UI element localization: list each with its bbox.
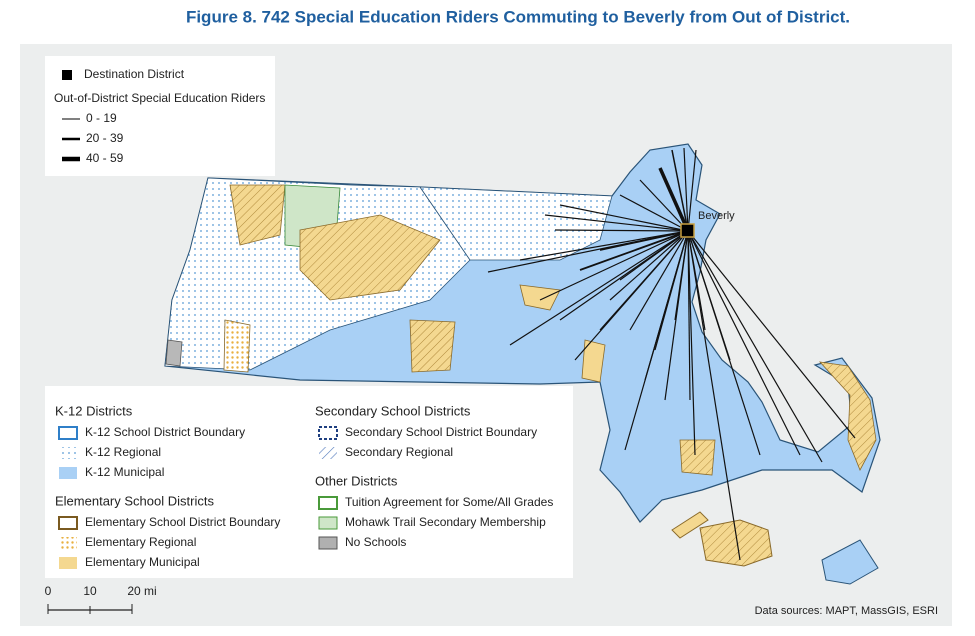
- destination-label: Beverly: [698, 210, 735, 222]
- legend-group-title: K-12 Districts: [55, 403, 133, 418]
- legend-classes: 0 - 19 20 - 39 40 - 59: [62, 111, 124, 165]
- flow-line: [674, 230, 689, 321]
- legend-item-label: Secondary School District Boundary: [345, 425, 537, 439]
- legend-riders-title: Out-of-District Special Education Riders: [54, 91, 265, 105]
- flow-line: [509, 230, 689, 346]
- flow-line: [671, 149, 689, 232]
- flow-line: [687, 230, 823, 463]
- legend-item-label: Tuition Agreement for Some/All Grades: [345, 495, 553, 509]
- flow-line: [658, 167, 690, 232]
- legend-item-label: No Schools: [345, 535, 406, 549]
- legend-swatch: [318, 426, 338, 440]
- legend-swatch: [59, 447, 77, 459]
- flow-line: [687, 230, 731, 361]
- scale-label: 10: [83, 584, 97, 598]
- legend-box: [45, 386, 573, 578]
- legend-swatch: [58, 426, 78, 440]
- flow-line: [619, 230, 689, 281]
- flow-line: [599, 230, 689, 331]
- legend-item-label: Elementary School District Boundary: [85, 515, 280, 529]
- rider-flow-lines: [487, 147, 856, 561]
- legend-item-label: Mohawk Trail Secondary Membership: [345, 515, 546, 529]
- flow-line: [683, 147, 689, 232]
- flow-line: [629, 230, 689, 331]
- flow-line: [619, 194, 689, 232]
- flow-line: [544, 214, 689, 232]
- legend-destination-text: Destination District: [84, 67, 185, 81]
- flow-line: [609, 230, 689, 301]
- legend-destination-swatch: [62, 70, 72, 80]
- flow-line: [579, 230, 689, 271]
- destination-marker: [680, 223, 695, 238]
- flow-line: [519, 230, 689, 261]
- legend-swatch: [59, 467, 77, 479]
- legend-swatch: [59, 557, 77, 569]
- legend-group-title: Secondary School Districts: [315, 403, 471, 418]
- legend-class-label: 20 - 39: [86, 131, 124, 145]
- flow-line: [624, 230, 689, 451]
- legend-item-label: Secondary Regional: [345, 445, 453, 459]
- legend-class-label: 0 - 19: [86, 111, 117, 125]
- flow-line: [687, 230, 801, 456]
- scale-bar: 0 10 20 mi: [45, 584, 157, 614]
- legend-item-label: K-12 Municipal: [85, 465, 164, 479]
- flow-line: [559, 204, 689, 232]
- legend-class-label: 40 - 59: [86, 151, 124, 165]
- legend-item-label: K-12 Regional: [85, 445, 161, 459]
- legend-swatch: [58, 516, 78, 530]
- legend-item-label: Elementary Regional: [85, 535, 196, 549]
- flow-line: [687, 230, 696, 456]
- legend-swatch: [318, 516, 338, 530]
- legend-item-label: K-12 School District Boundary: [85, 425, 245, 439]
- legend-group-title: Other Districts: [315, 473, 398, 488]
- flow-line: [639, 179, 689, 232]
- flow-line: [687, 230, 856, 439]
- legend-swatch: [318, 496, 338, 510]
- figure-title: Figure 8. 742 Special Education Riders C…: [186, 7, 850, 26]
- legend-group-title: Elementary School Districts: [55, 493, 214, 508]
- legend-swatch: [59, 537, 77, 549]
- flow-line: [554, 229, 689, 232]
- flow-line: [539, 230, 689, 301]
- flow-line: [687, 149, 697, 232]
- flow-line: [599, 230, 689, 251]
- legend-item-label: Elementary Municipal: [85, 555, 200, 569]
- data-source: Data sources: MAPT, MassGIS, ESRI: [755, 605, 938, 617]
- legend-swatch: [319, 447, 337, 459]
- legend-swatch: [318, 536, 338, 550]
- legend-groups: K-12 Districts K-12 School District Bound…: [55, 403, 553, 569]
- scale-label: 0: [45, 584, 52, 598]
- legend-top-box: [45, 56, 275, 176]
- flow-line: [687, 230, 741, 561]
- scale-label: 20 mi: [127, 584, 156, 598]
- state-map: [164, 143, 881, 585]
